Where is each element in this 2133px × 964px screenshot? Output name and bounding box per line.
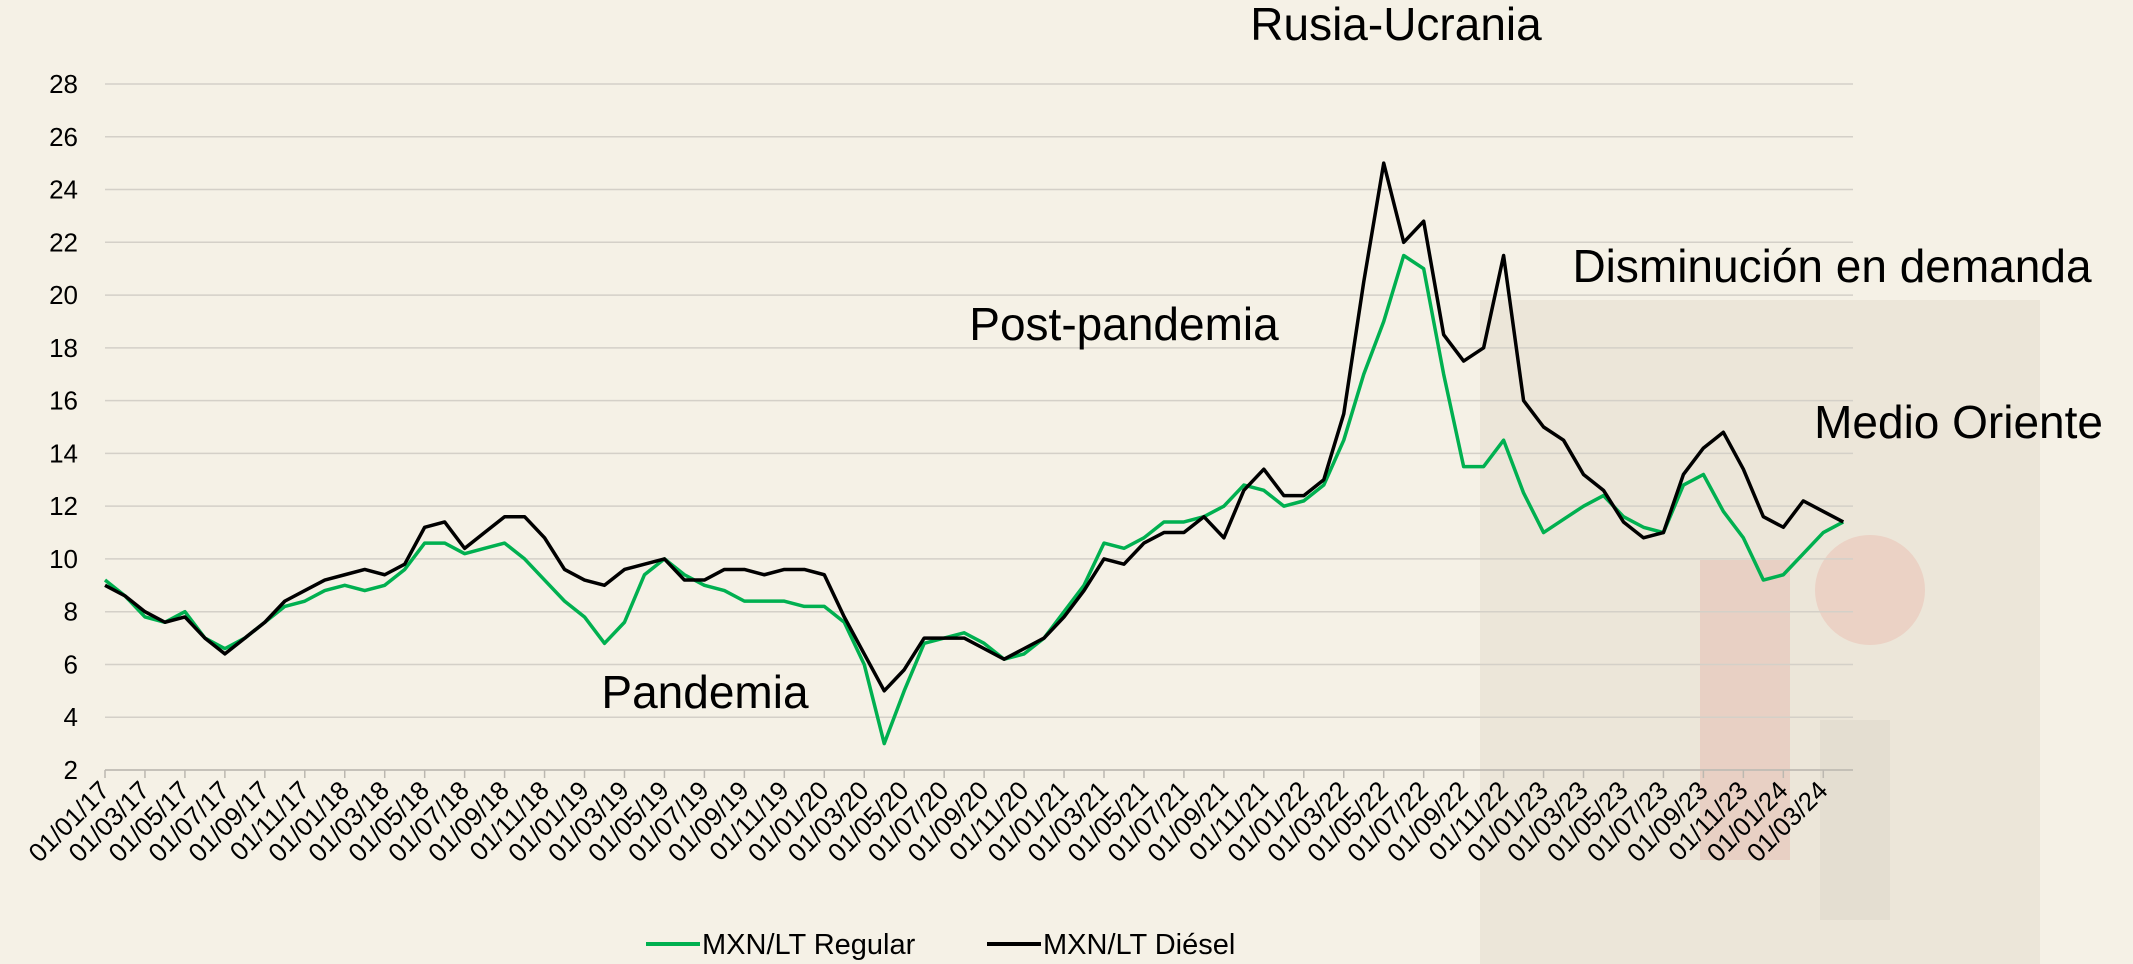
background-art	[1480, 300, 2040, 964]
y-tick-label: 16	[49, 386, 78, 416]
y-tick-label: 12	[49, 491, 78, 521]
y-tick-label: 14	[49, 438, 78, 468]
y-tick-label: 8	[64, 597, 78, 627]
y-tick-label: 20	[49, 280, 78, 310]
y-tick-label: 28	[49, 69, 78, 99]
y-tick-label: 24	[49, 175, 78, 205]
annotation: Pandemia	[601, 666, 809, 718]
annotation: Medio Oriente	[1814, 396, 2103, 448]
series-line	[104, 161, 1845, 693]
legend-label: MXN/LT Regular	[702, 929, 916, 961]
annotation: Post-pandemia	[969, 298, 1279, 350]
y-tick-label: 2	[64, 755, 78, 785]
series-line	[103, 253, 1845, 746]
y-tick-label: 22	[49, 227, 78, 257]
y-tick-label: 10	[49, 544, 78, 574]
y-tick-label: 4	[64, 702, 78, 732]
y-tick-label: 6	[64, 649, 78, 679]
annotation: Disminución en demanda	[1572, 240, 2091, 292]
y-tick-label: 26	[49, 122, 78, 152]
annotation: Rusia-Ucrania	[1250, 0, 1542, 50]
legend-label: MXN/LT Diésel	[1043, 929, 1235, 961]
y-tick-label: 18	[49, 333, 78, 363]
